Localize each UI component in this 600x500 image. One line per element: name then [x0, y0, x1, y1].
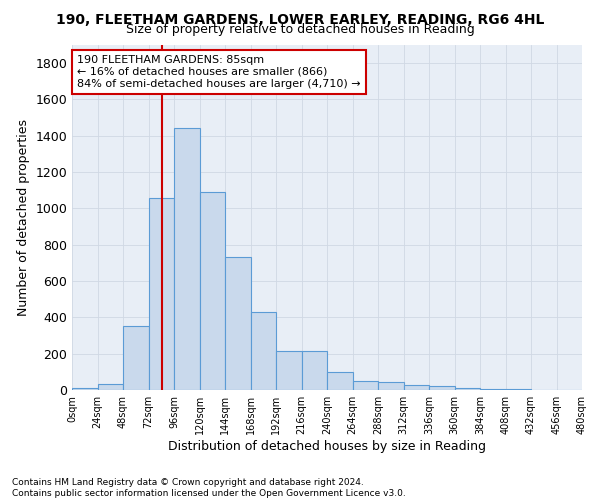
Bar	[97, 384, 123, 390]
Bar	[251, 312, 276, 390]
X-axis label: Distribution of detached houses by size in Reading: Distribution of detached houses by size …	[168, 440, 486, 452]
Bar	[480, 389, 505, 390]
Bar	[225, 258, 251, 390]
Bar	[455, 388, 480, 390]
Bar	[276, 351, 302, 390]
Bar	[404, 384, 429, 390]
Text: 190, FLEETHAM GARDENS, LOWER EARLEY, READING, RG6 4HL: 190, FLEETHAM GARDENS, LOWER EARLEY, REA…	[56, 12, 544, 26]
Bar	[123, 326, 149, 390]
Bar	[353, 381, 378, 390]
Text: Size of property relative to detached houses in Reading: Size of property relative to detached ho…	[125, 22, 475, 36]
Bar	[429, 386, 455, 390]
Bar	[327, 372, 353, 390]
Text: 190 FLEETHAM GARDENS: 85sqm
← 16% of detached houses are smaller (866)
84% of se: 190 FLEETHAM GARDENS: 85sqm ← 16% of det…	[77, 56, 361, 88]
Y-axis label: Number of detached properties: Number of detached properties	[17, 119, 30, 316]
Bar	[302, 351, 327, 390]
Text: Contains HM Land Registry data © Crown copyright and database right 2024.
Contai: Contains HM Land Registry data © Crown c…	[12, 478, 406, 498]
Bar	[378, 382, 404, 390]
Bar	[199, 192, 225, 390]
Bar	[149, 198, 174, 390]
Bar	[174, 128, 199, 390]
Bar	[72, 388, 97, 390]
